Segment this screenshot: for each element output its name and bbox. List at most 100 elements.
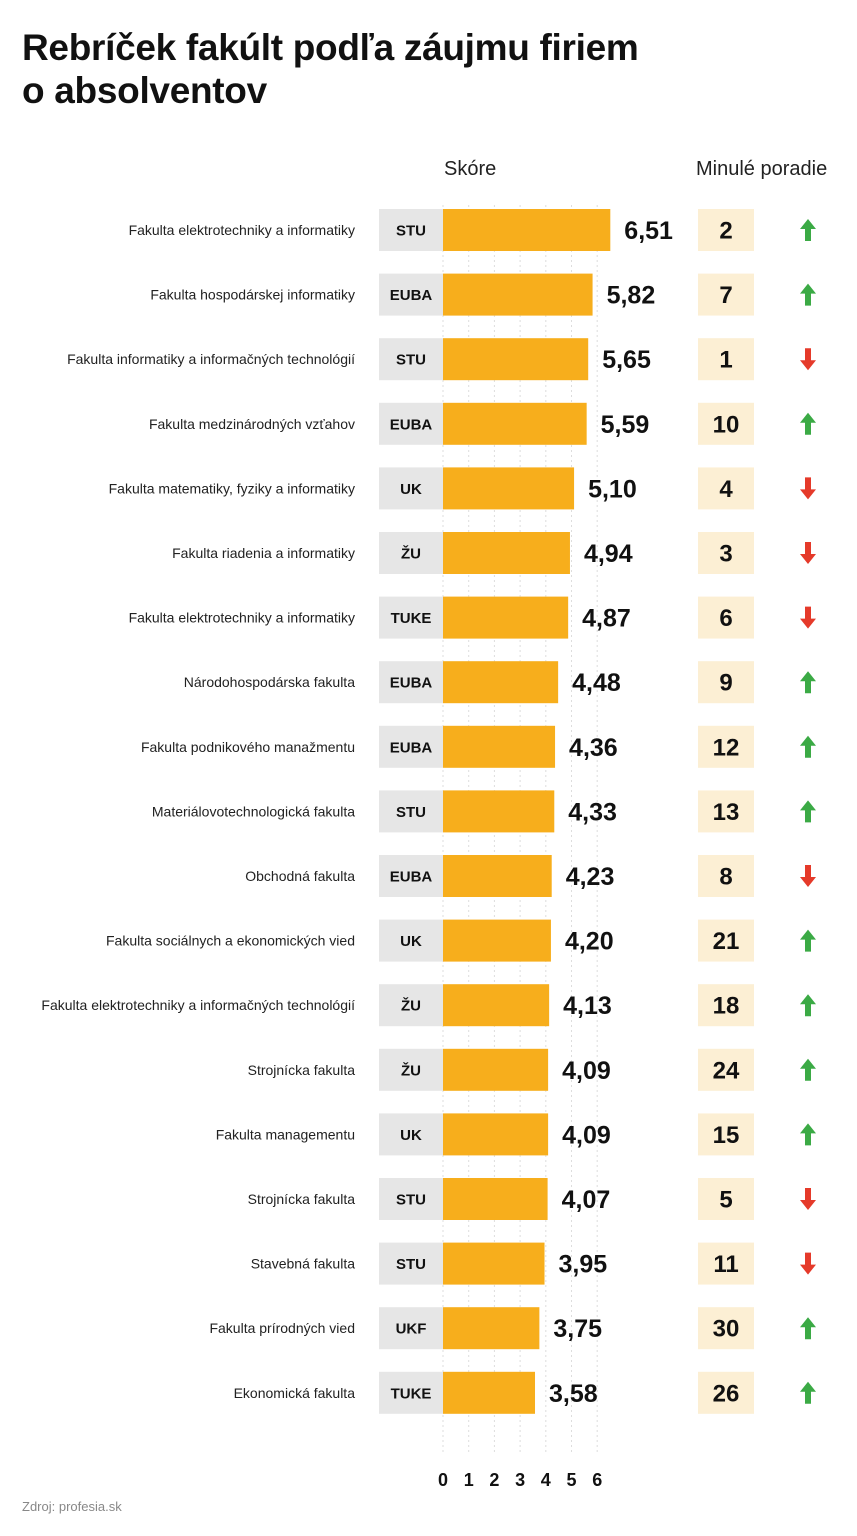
score-bar	[443, 855, 552, 897]
university-label: ŽU	[401, 997, 421, 1015]
university-box	[379, 596, 443, 639]
previous-rank-value: 24	[713, 1057, 740, 1084]
score-label: 3,95	[559, 1251, 608, 1279]
previous-rank-value: 21	[713, 928, 740, 955]
faculty-name: Fakulta riadenia a informatiky	[172, 545, 355, 561]
faculty-name: Fakulta podnikového manažmentu	[141, 739, 355, 755]
score-label: 5,82	[607, 282, 656, 310]
x-tick-label: 3	[515, 1470, 525, 1490]
score-bar	[443, 1242, 545, 1285]
previous-rank-header: Minulé poradie	[696, 158, 828, 180]
university-box	[379, 1307, 443, 1350]
university-box	[379, 1178, 443, 1220]
trend-down-icon	[800, 1188, 816, 1210]
faculty-name: Národohospodárska fakulta	[184, 674, 355, 690]
previous-rank-box	[698, 1371, 754, 1414]
university-label: STU	[396, 1256, 426, 1273]
university-label: UK	[400, 933, 422, 950]
university-box	[379, 984, 443, 1027]
x-tick-label: 1	[464, 1470, 474, 1490]
score-bar	[443, 1048, 549, 1091]
score-bar	[443, 1371, 536, 1414]
previous-rank-value: 4	[719, 476, 733, 503]
previous-rank-box	[698, 596, 754, 639]
previous-rank-value: 3	[719, 541, 732, 568]
previous-rank-box	[698, 1242, 754, 1285]
score-bar	[443, 596, 569, 639]
score-label: 4,87	[582, 605, 631, 633]
faculty-name: Fakulta sociálnych a ekonomických vied	[106, 933, 355, 949]
previous-rank-value: 7	[719, 282, 732, 309]
university-box	[379, 338, 443, 381]
score-label: 4,23	[566, 863, 615, 891]
previous-rank-box	[698, 209, 754, 251]
previous-rank-box	[698, 402, 754, 445]
trend-up-icon	[800, 412, 816, 435]
faculty-name: Strojnícka fakulta	[248, 1191, 356, 1207]
university-box	[379, 1242, 443, 1285]
previous-rank-value: 15	[713, 1122, 740, 1149]
previous-rank-box	[698, 1307, 754, 1350]
previous-rank-value: 5	[719, 1187, 732, 1214]
previous-rank-value: 8	[719, 864, 732, 891]
score-bar	[443, 338, 589, 381]
previous-rank-value: 6	[719, 605, 732, 632]
x-tick-label: 6	[592, 1470, 602, 1490]
trend-up-icon	[800, 800, 816, 823]
score-bar	[443, 725, 556, 768]
faculty-name: Fakulta elektrotechniky a informačných t…	[41, 997, 355, 1013]
score-label: 4,94	[584, 540, 633, 568]
faculty-name: Fakulta managementu	[216, 1126, 355, 1142]
faculty-name: Stavebná fakulta	[251, 1256, 356, 1272]
trend-up-icon	[800, 994, 816, 1017]
university-box	[379, 1048, 443, 1091]
previous-rank-box	[698, 790, 754, 833]
score-bar	[443, 209, 611, 251]
previous-rank-box	[698, 1178, 754, 1220]
faculty-name: Materiálovotechnologická fakulta	[152, 803, 355, 819]
previous-rank-box	[698, 532, 754, 574]
faculty-name: Fakulta elektrotechniky a informatiky	[129, 222, 355, 238]
score-label: 4,09	[562, 1057, 611, 1085]
previous-rank-box	[698, 467, 754, 510]
score-bar	[443, 919, 551, 962]
x-tick-label: 5	[566, 1470, 576, 1490]
score-label: 4,20	[565, 928, 614, 956]
faculty-name: Fakulta elektrotechniky a informatiky	[129, 610, 355, 626]
score-bar	[443, 467, 575, 510]
faculty-name: Fakulta hospodárskej informatiky	[150, 287, 355, 303]
score-label: 5,59	[601, 411, 650, 439]
faculty-name: Fakulta informatiky a informačných techn…	[67, 351, 355, 367]
university-box	[379, 209, 443, 251]
trend-up-icon	[800, 735, 816, 758]
university-box	[379, 532, 443, 574]
score-bar	[443, 661, 559, 704]
trend-up-icon	[800, 671, 816, 694]
trend-down-icon	[800, 477, 816, 500]
previous-rank-value: 1	[719, 347, 732, 374]
score-bar	[443, 273, 593, 316]
previous-rank-value: 11	[713, 1251, 738, 1278]
university-label: EUBA	[390, 869, 433, 886]
trend-up-icon	[800, 219, 816, 241]
faculty-name: Strojnícka fakulta	[248, 1062, 356, 1078]
score-header: Skóre	[444, 158, 497, 180]
score-label: 4,09	[562, 1121, 611, 1149]
previous-rank-value: 18	[713, 993, 740, 1020]
score-label: 4,48	[572, 669, 621, 697]
previous-rank-box	[698, 1113, 754, 1156]
university-label: TUKE	[391, 610, 432, 627]
university-label: ŽU	[401, 1061, 421, 1079]
x-tick-label: 0	[438, 1470, 448, 1490]
faculty-name: Ekonomická fakulta	[234, 1385, 356, 1401]
previous-rank-value: 10	[713, 411, 740, 438]
score-label: 3,58	[549, 1380, 598, 1408]
trend-up-icon	[800, 929, 816, 952]
score-label: 3,75	[553, 1315, 602, 1343]
previous-rank-box	[698, 338, 754, 381]
score-bar	[443, 790, 555, 833]
previous-rank-box	[698, 1048, 754, 1091]
trend-up-icon	[800, 283, 816, 306]
trend-down-icon	[800, 348, 816, 371]
